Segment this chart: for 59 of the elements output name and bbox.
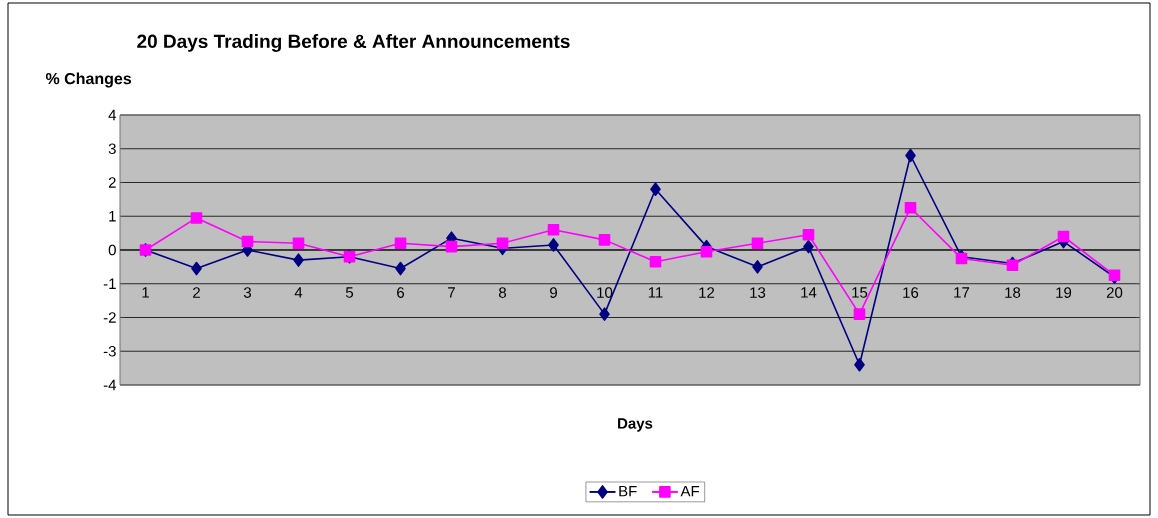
point xyxy=(394,237,407,250)
point xyxy=(905,148,916,163)
y-tick-label: -2 xyxy=(103,312,116,323)
x-tick-label: 19 xyxy=(1056,287,1072,298)
point xyxy=(1057,230,1070,243)
point xyxy=(548,238,559,252)
x-tick-label: 14 xyxy=(801,287,817,298)
x-tick-label: 13 xyxy=(750,287,766,298)
point xyxy=(599,307,610,321)
point xyxy=(649,256,662,268)
point xyxy=(650,182,661,197)
x-tick-label: 7 xyxy=(448,287,455,298)
y-tick-label: -4 xyxy=(103,379,117,391)
point xyxy=(547,223,560,236)
point xyxy=(395,261,406,276)
x-tick-label: 3 xyxy=(243,287,252,298)
y-tick-label: 4 xyxy=(108,109,117,121)
x-tick-label: 5 xyxy=(345,287,354,298)
x-tick-label: 15 xyxy=(852,287,868,298)
x-tick-label: 12 xyxy=(699,287,715,298)
point xyxy=(751,237,764,250)
x-tick-label: 2 xyxy=(193,287,200,298)
x-tick-label: 9 xyxy=(550,287,557,298)
x-tick-label: 18 xyxy=(1005,287,1021,298)
point xyxy=(445,240,458,253)
y-tick-label: 1 xyxy=(109,211,116,222)
y-axis-title: % Changes xyxy=(45,72,132,88)
x-tick-label: 4 xyxy=(294,287,303,298)
y-tick-label: -3 xyxy=(103,345,116,357)
point xyxy=(191,261,202,276)
x-tick-label: 6 xyxy=(397,287,405,298)
point xyxy=(700,245,713,258)
x-tick-label: 11 xyxy=(648,287,663,298)
point xyxy=(292,237,305,250)
x-tick-label: 1 xyxy=(142,287,149,298)
x-tick-label: 10 xyxy=(597,287,613,298)
point xyxy=(904,202,917,214)
point xyxy=(802,229,815,241)
point xyxy=(853,308,866,320)
point xyxy=(496,237,509,250)
chart-title: 20 Days Trading Before & After Announcements xyxy=(137,34,570,52)
y-tick-label: 3 xyxy=(108,143,116,155)
y-tick-label: 2 xyxy=(108,177,116,188)
x-tick-label: 20 xyxy=(1106,287,1123,298)
point xyxy=(598,234,611,246)
point xyxy=(854,357,865,372)
x-tick-label: 17 xyxy=(954,287,970,298)
x-tick-label: 8 xyxy=(498,287,507,298)
x-axis-title: Days xyxy=(618,418,653,432)
point xyxy=(241,235,254,248)
point xyxy=(190,212,203,224)
legend-label: AF xyxy=(680,486,700,497)
point xyxy=(803,239,814,254)
y-tick-label: 0 xyxy=(108,244,116,256)
point xyxy=(293,253,304,267)
x-tick-label: 16 xyxy=(903,287,919,298)
y-tick-label: -1 xyxy=(103,278,116,289)
legend-label: BF xyxy=(619,486,637,497)
point xyxy=(752,260,763,274)
